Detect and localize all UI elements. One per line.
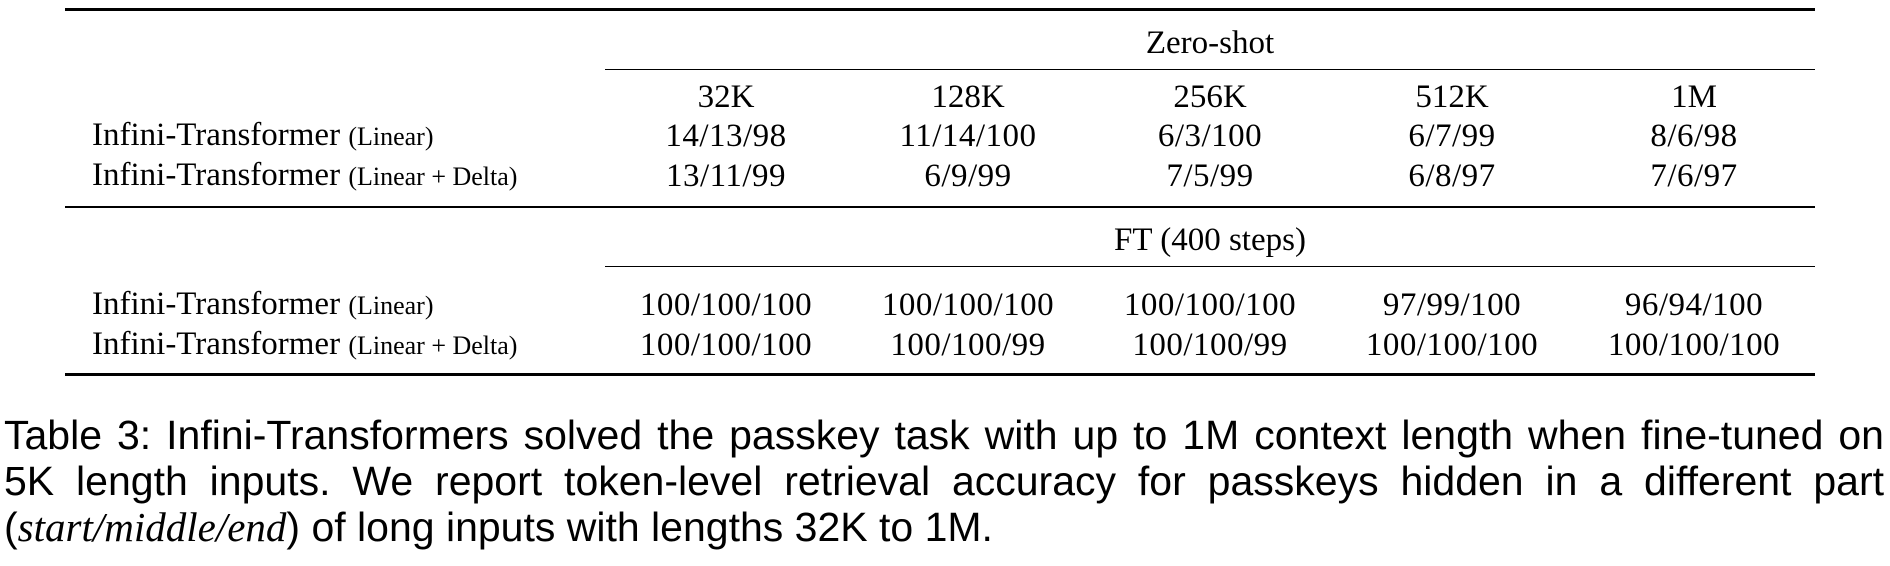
table-cell: 100/100/99 bbox=[890, 327, 1046, 363]
table-caption: Table 3: Infini-Transformers solved the … bbox=[4, 412, 1884, 550]
table-cell: 6/3/100 bbox=[1157, 118, 1263, 154]
model-variant: (Linear + Delta) bbox=[348, 331, 518, 360]
model-name: Infini-Transformer bbox=[92, 286, 341, 322]
zero-shot-header: Zero-shot bbox=[1145, 24, 1275, 61]
table-cell: 6/8/97 bbox=[1408, 158, 1496, 194]
ft-underline bbox=[65, 266, 1815, 267]
model-name: Infini-Transformer bbox=[92, 326, 341, 362]
table-cell: 100/100/99 bbox=[1132, 327, 1288, 363]
results-table-container: Zero-shot 32K 128K 256K 512K 1M Infini-T… bbox=[65, 8, 1815, 376]
table-cell: 100/100/100 bbox=[1607, 327, 1781, 363]
caption-text: Table 3: Infini-Transformers solved the … bbox=[4, 412, 1884, 550]
table-cell: 13/11/99 bbox=[665, 158, 787, 194]
row-label: Infini-Transformer (Linear) bbox=[65, 116, 605, 156]
table-cell: 100/100/100 bbox=[1123, 287, 1297, 323]
model-variant: (Linear + Delta) bbox=[348, 162, 518, 191]
table-row: Infini-Transformer (Linear) 100/100/100 … bbox=[65, 285, 1815, 325]
table-row: Infini-Transformer (Linear + Delta) 13/1… bbox=[65, 156, 1815, 196]
top-rule bbox=[65, 8, 1815, 12]
column-header: 1M bbox=[1671, 79, 1717, 115]
table-cell: 100/100/100 bbox=[1365, 327, 1539, 363]
row-label: Infini-Transformer (Linear + Delta) bbox=[65, 325, 605, 365]
ft-header: FT (400 steps) bbox=[1114, 221, 1306, 258]
results-table: Zero-shot 32K 128K 256K 512K 1M Infini-T… bbox=[65, 8, 1815, 376]
caption-italic-text: start/middle/end bbox=[17, 504, 287, 550]
table-cell: 7/5/99 bbox=[1166, 158, 1254, 194]
table-cell: 100/100/100 bbox=[881, 287, 1055, 323]
model-variant: (Linear) bbox=[348, 122, 434, 151]
caption-text-end: ) of long inputs with lengths 32K to 1M. bbox=[286, 504, 993, 550]
table-cell: 6/7/99 bbox=[1408, 118, 1496, 154]
bottom-rule bbox=[65, 365, 1815, 376]
table-row: Infini-Transformer (Linear) 14/13/98 11/… bbox=[65, 116, 1815, 156]
table-cell: 97/99/100 bbox=[1382, 287, 1522, 323]
column-header-row: 32K 128K 256K 512K 1M bbox=[65, 70, 1815, 117]
table-cell: 11/14/100 bbox=[899, 118, 1037, 154]
table-cell: 7/6/97 bbox=[1650, 158, 1738, 194]
zero-shot-underline bbox=[65, 69, 1815, 70]
column-header: 128K bbox=[931, 79, 1005, 115]
zero-shot-group-header: Zero-shot bbox=[65, 11, 1815, 69]
column-header: 256K bbox=[1173, 79, 1247, 115]
table-cell: 100/100/100 bbox=[639, 327, 813, 363]
model-name: Infini-Transformer bbox=[92, 157, 341, 193]
row-label: Infini-Transformer (Linear + Delta) bbox=[65, 156, 605, 196]
row-label: Infini-Transformer (Linear) bbox=[65, 285, 605, 325]
table-cell: 100/100/100 bbox=[639, 287, 813, 323]
model-name: Infini-Transformer bbox=[92, 117, 341, 153]
table-row: Infini-Transformer (Linear + Delta) 100/… bbox=[65, 325, 1815, 365]
column-header: 512K bbox=[1415, 79, 1489, 115]
model-variant: (Linear) bbox=[348, 291, 434, 320]
ft-group-header: FT (400 steps) bbox=[65, 208, 1815, 266]
table-cell: 8/6/98 bbox=[1650, 118, 1738, 154]
table-cell: 14/13/98 bbox=[665, 118, 787, 154]
column-header: 32K bbox=[697, 79, 755, 115]
table-cell: 96/94/100 bbox=[1624, 287, 1764, 323]
table-cell: 6/9/99 bbox=[924, 158, 1012, 194]
